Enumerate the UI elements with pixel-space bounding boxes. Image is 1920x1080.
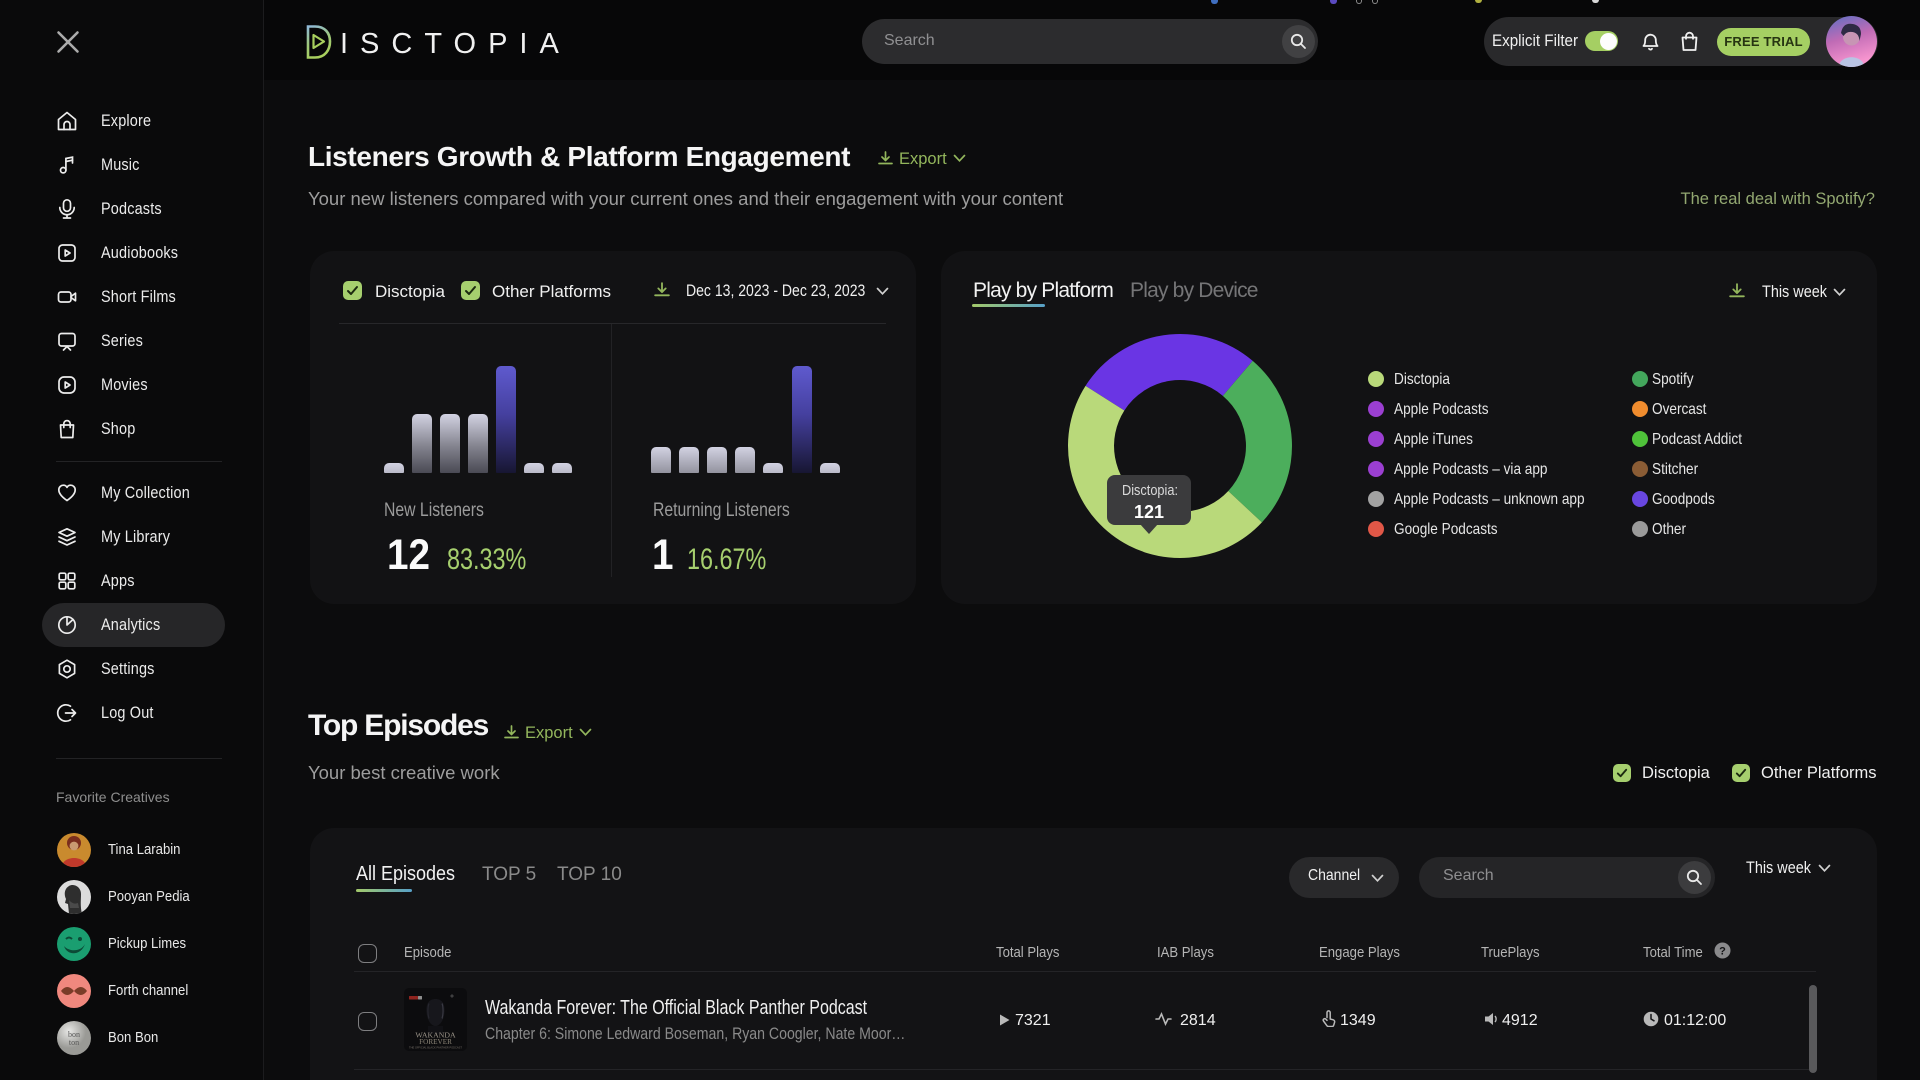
svg-text:bon: bon <box>68 1030 80 1039</box>
svg-text:FOREVER: FOREVER <box>419 1038 452 1046</box>
svg-text:?: ? <box>1719 946 1726 958</box>
svg-text:WAKANDA: WAKANDA <box>415 1031 456 1040</box>
svg-text:ISCTOPIA: ISCTOPIA <box>340 28 571 60</box>
svg-text:THE OFFICIAL BLACK PANTHER POD: THE OFFICIAL BLACK PANTHER PODCAST <box>409 1046 462 1050</box>
svg-text:ton: ton <box>69 1038 79 1047</box>
